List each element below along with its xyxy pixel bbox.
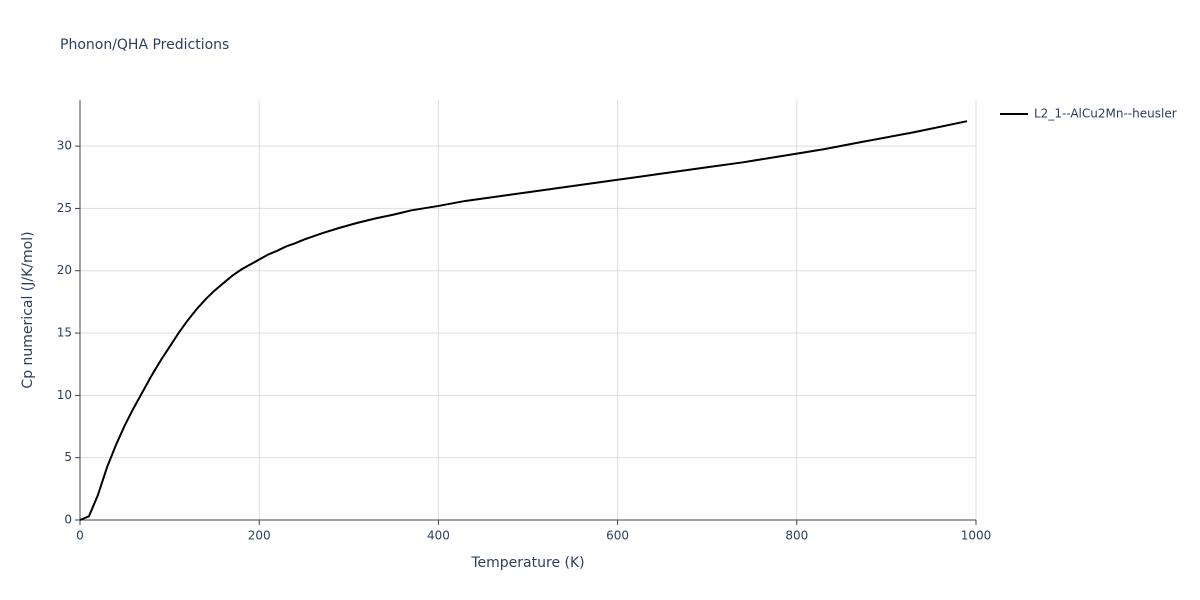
legend-label: L2_1--AlCu2Mn--heusler <box>1034 107 1177 121</box>
x-tick-label: 400 <box>427 529 450 543</box>
y-tick-label: 10 <box>57 388 72 402</box>
y-tick-label: 20 <box>57 263 72 277</box>
y-tick-label: 0 <box>64 513 72 527</box>
chart-title: Phonon/QHA Predictions <box>60 37 229 53</box>
y-tick-label: 15 <box>57 326 72 340</box>
y-tick-label: 5 <box>64 450 72 464</box>
x-tick-label: 200 <box>248 529 271 543</box>
x-axis-label: Temperature (K) <box>470 555 584 571</box>
line <box>79 120 968 521</box>
x-tick-label: 1000 <box>961 529 992 543</box>
y-tick-label: 25 <box>57 201 72 215</box>
y-tick-label: 30 <box>57 139 72 153</box>
x-tick-label: 600 <box>606 529 629 543</box>
x-tick-label: 0 <box>76 529 84 543</box>
y-axis-label: Cp numerical (J/K/mol) <box>20 231 36 388</box>
x-tick-label: 800 <box>785 529 808 543</box>
